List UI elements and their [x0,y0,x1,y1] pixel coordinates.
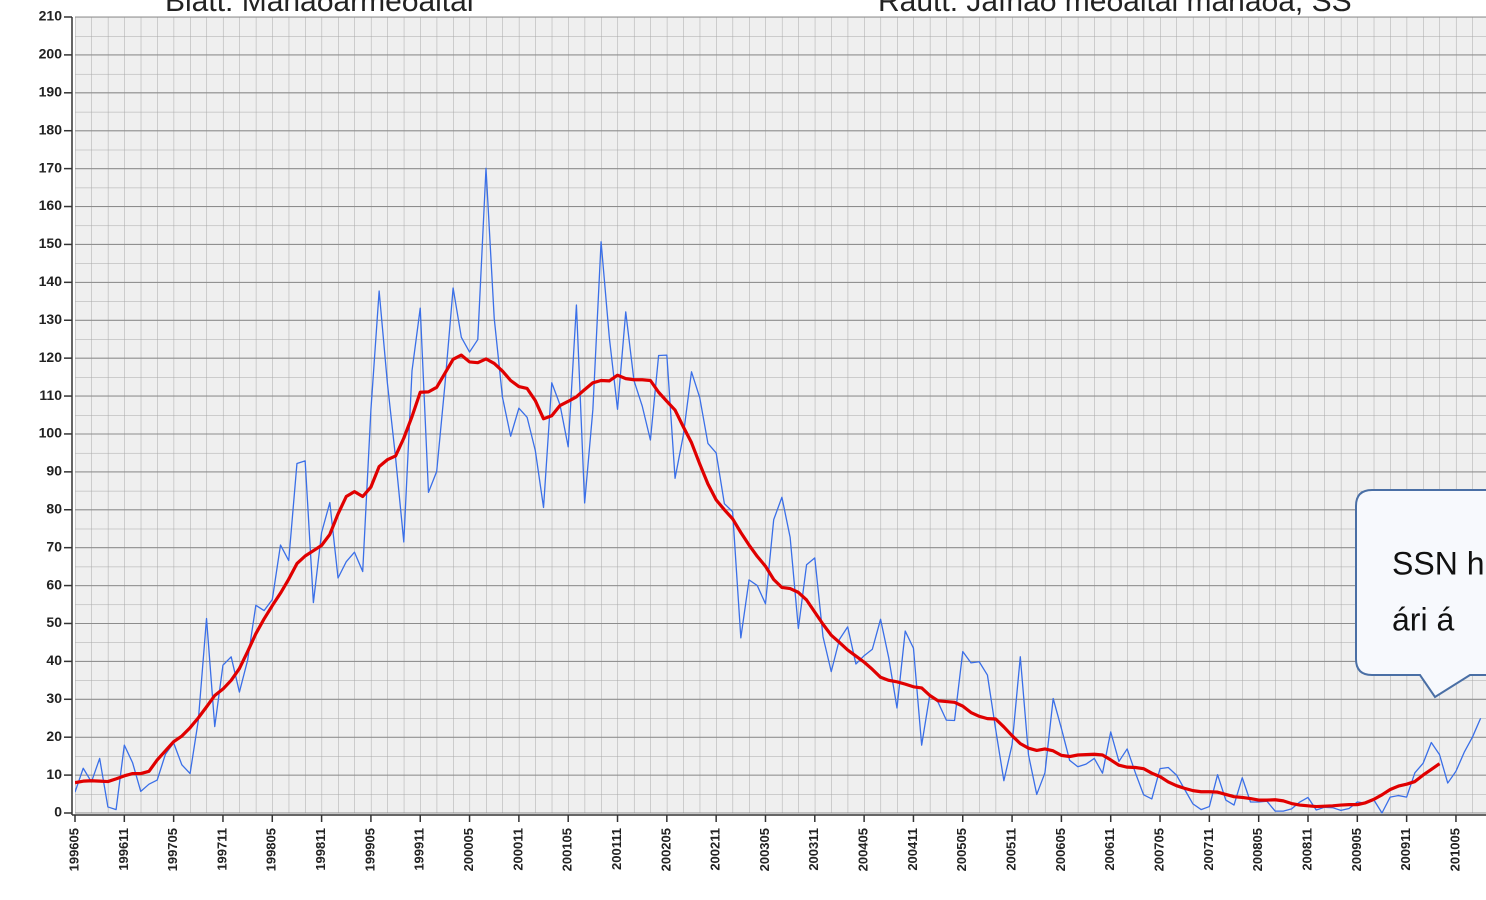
x-tick-label: 200911 [1398,828,1413,871]
x-tick-label: 200205 [658,828,673,871]
minor-grid [75,17,1486,813]
annotation: Rautt: Jafnað meðaltal mánaða, SS [878,0,1352,18]
x-tick-label: 199911 [412,828,427,871]
x-tick-label: 200311 [806,828,821,871]
x-tick-label: 200305 [757,828,772,871]
annotation: Blátt: Mánaðarmeðaltal [165,0,474,18]
callout [1355,489,1486,699]
x-tick-label: 200511 [1004,828,1019,871]
y-tick-label: 30 [46,690,62,706]
x-tick-label: 199811 [313,828,328,871]
y-tick-label: 130 [39,311,63,327]
y-tick-label: 200 [39,46,63,62]
y-tick-label: 10 [46,766,62,782]
y-tick-label: 20 [46,728,62,744]
x-tick-label: 200411 [905,828,920,871]
y-tick-label: 80 [46,500,62,516]
x-tick-label: 200111 [609,828,624,870]
y-tick-label: 210 [39,8,63,24]
y-tick-label: 40 [46,652,62,668]
y-tick-label: 0 [54,804,62,820]
x-tick-label: 200711 [1201,828,1216,871]
x-tick-label: 199605 [66,828,81,871]
x-tick-label: 200811 [1299,828,1314,871]
x-tick-label: 200005 [461,828,476,871]
x-tick-label: 200505 [954,828,969,871]
x-tick-label: 199611 [116,828,131,871]
y-tick-label: 120 [39,349,63,365]
callout-text: SSN h [1392,545,1484,581]
x-tick-label: 200405 [856,828,871,871]
x-tick-label: 200211 [708,828,723,871]
x-tick-label: 200105 [560,828,575,871]
x-tick-label: 200605 [1053,828,1068,871]
series-line [75,353,1441,809]
y-tick-label: 190 [39,84,63,100]
x-tick-label: 201005 [1447,828,1462,871]
y-tick-label: 110 [39,387,62,403]
x-tick-label: 199905 [362,828,377,871]
x-tick-label: 199705 [165,828,180,871]
callout-text: ári á [1392,601,1454,637]
y-tick-label: 160 [39,197,63,213]
y-tick-label: 170 [39,159,63,175]
y-tick-label: 60 [46,576,62,592]
y-tick-label: 180 [39,121,63,137]
x-tick-label: 200611 [1102,828,1117,871]
x-tick-label: 200905 [1349,828,1364,871]
x-tick-label: 199805 [264,828,279,871]
x-tick-label: 200011 [510,828,525,871]
series-line [75,167,1482,814]
y-tick-label: 100 [39,425,63,441]
y-tick-label: 70 [46,538,62,554]
x-tick-label: 200705 [1151,828,1166,871]
y-tick-label: 140 [39,273,63,289]
y-tick-label: 90 [46,463,62,479]
x-tick-label: 199711 [214,828,229,871]
y-tick-label: 150 [39,235,63,251]
x-tick-label: 200805 [1250,828,1265,871]
y-tick-label: 50 [46,614,62,630]
